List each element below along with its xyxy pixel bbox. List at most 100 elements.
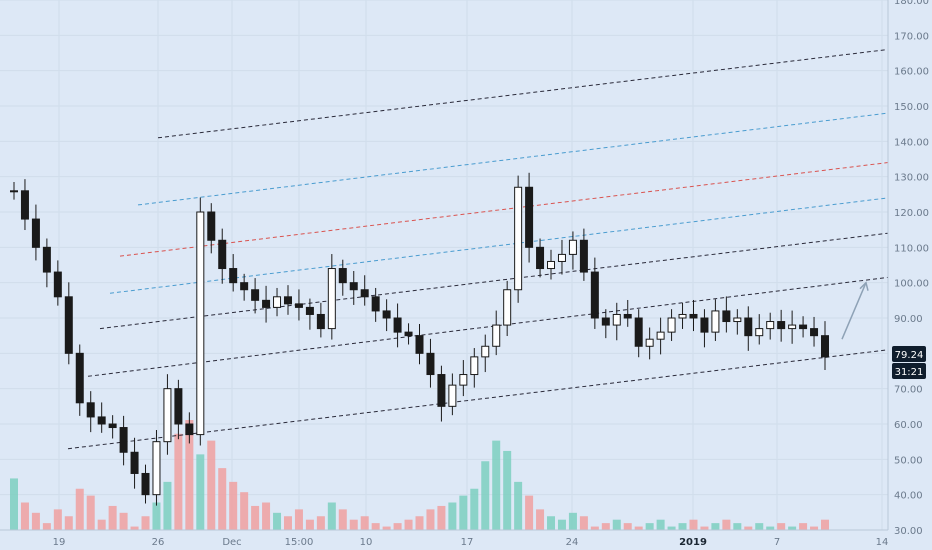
volume-bar: [733, 523, 742, 530]
volume-bar: [75, 488, 84, 530]
volume-bar: [196, 454, 205, 530]
volume-bar: [240, 492, 249, 530]
candle-body: [196, 211, 205, 436]
channel-line: [109, 197, 889, 294]
candle-body: [86, 402, 95, 418]
candle-body: [711, 310, 720, 333]
arrow-shaft: [841, 282, 867, 340]
candle-body: [251, 289, 260, 301]
volume-bar: [316, 516, 325, 530]
x-tick-label: 14: [876, 537, 889, 548]
y-tick-label: 50.00: [894, 455, 923, 466]
candle-body: [579, 239, 588, 273]
volume-bar: [678, 523, 687, 530]
candle-body: [678, 313, 687, 319]
candle-body: [349, 282, 358, 291]
candle-body: [459, 374, 468, 386]
volume-bar: [382, 526, 391, 530]
candle-body: [393, 317, 402, 333]
y-tick-label: 30.00: [894, 526, 923, 537]
y-tick-label: 70.00: [894, 385, 923, 396]
volume-bar: [568, 512, 577, 530]
volume-bar: [251, 505, 260, 530]
volume-bar: [229, 481, 238, 530]
volume-bar: [53, 509, 62, 530]
candle-body: [448, 384, 457, 407]
y-tick-label: 100.00: [894, 279, 929, 290]
candle-body: [305, 306, 314, 315]
volume-bar: [481, 461, 490, 530]
volume-bar: [689, 519, 698, 530]
candle-body: [514, 186, 523, 291]
candle-body: [53, 271, 62, 298]
channel-line: [87, 276, 889, 377]
candle-body: [547, 260, 556, 270]
volume-bar: [262, 502, 271, 530]
last-price-label: 79.24: [895, 350, 924, 361]
candle-body: [20, 190, 29, 220]
x-tick-label: 17: [461, 537, 474, 548]
volume-bar: [283, 516, 292, 530]
volume-bar: [349, 519, 358, 530]
candle-body: [119, 427, 128, 453]
candle-body: [590, 271, 599, 319]
volume-bar: [612, 519, 621, 530]
candle-body: [623, 313, 632, 319]
volume-bar: [371, 523, 380, 530]
candle-body: [338, 268, 347, 284]
candle-body: [31, 218, 40, 248]
volume-bar: [536, 509, 545, 530]
candle-body: [316, 313, 325, 330]
candle-body: [163, 388, 172, 443]
countdown-label: 31:21: [895, 367, 924, 378]
volume-bar: [525, 495, 534, 530]
volume-bar: [437, 505, 446, 530]
volume-bar: [152, 502, 161, 530]
candle-body: [415, 335, 424, 354]
candle-body: [821, 335, 829, 358]
volume-bar: [108, 505, 117, 530]
x-tick-label: Dec: [222, 537, 241, 548]
candle-body: [97, 416, 106, 425]
channel-line: [99, 232, 889, 330]
volume-bar: [810, 526, 819, 530]
candle-body: [744, 317, 753, 337]
candle-body: [229, 268, 238, 284]
volume-bar: [788, 526, 797, 530]
volume-bars: [10, 420, 829, 530]
volume-bar: [514, 481, 523, 530]
candle-body: [371, 296, 380, 312]
candle-body: [777, 321, 786, 330]
volume-bar: [415, 516, 424, 530]
volume-bar: [426, 509, 435, 530]
candle-body: [689, 313, 698, 319]
candle-body: [733, 317, 742, 323]
candle-body: [656, 331, 665, 340]
price-axis: 30.0040.0050.0060.0070.0080.0090.00100.0…: [894, 0, 929, 537]
volume-bar: [547, 516, 556, 530]
candle-body: [788, 324, 797, 330]
last-price-tag: 79.24: [892, 346, 926, 362]
candle-body: [75, 352, 84, 404]
x-tick-label: 19: [53, 537, 66, 548]
plot-background: [0, 0, 888, 530]
volume-bar: [623, 523, 632, 530]
volume-bar: [821, 519, 829, 530]
volume-bar: [470, 488, 479, 530]
volume-bar: [448, 502, 457, 530]
channel-line: [119, 162, 889, 257]
countdown-tag: 31:21: [892, 363, 926, 379]
candle-body: [185, 423, 194, 436]
volume-bar: [327, 502, 336, 530]
candle-body: [42, 246, 51, 273]
volume-bar: [218, 468, 227, 530]
y-tick-label: 160.00: [894, 67, 929, 78]
volume-bar: [20, 502, 29, 530]
volume-bar: [64, 516, 73, 530]
candle-body: [382, 310, 391, 319]
volume-bar: [42, 523, 51, 530]
volume-bar: [294, 509, 303, 530]
candle-body: [174, 388, 183, 425]
candle-body: [294, 303, 303, 308]
